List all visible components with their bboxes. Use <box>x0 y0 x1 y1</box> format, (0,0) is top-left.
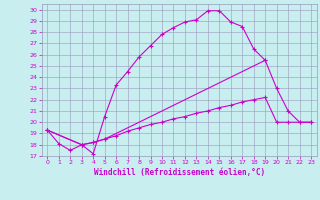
X-axis label: Windchill (Refroidissement éolien,°C): Windchill (Refroidissement éolien,°C) <box>94 168 265 177</box>
